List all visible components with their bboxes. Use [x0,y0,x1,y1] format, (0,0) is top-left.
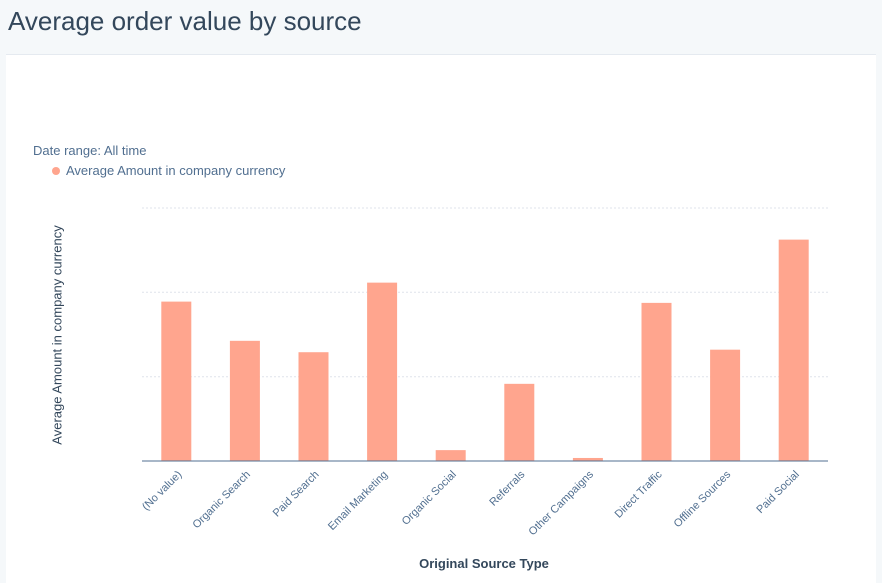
legend-dot-icon [52,166,60,175]
bar-7[interactable] [641,302,672,461]
x-tick-label: Offline Sources [672,468,734,530]
bar-1[interactable] [229,340,260,461]
x-tick-label: Organic Social [400,469,459,528]
chart-legend[interactable]: Average Amount in company currency [52,163,285,178]
date-range-label: Date range: All time [33,143,147,158]
legend-label: Average Amount in company currency [66,163,286,178]
x-tick-label: Email Marketing [326,469,390,533]
bar-8[interactable] [710,349,741,461]
bar-6[interactable] [572,457,603,461]
x-tick-label: Other Campaigns [527,468,597,538]
page-title: Average order value by source [8,6,362,36]
x-tick-label: Direct Traffic [613,468,665,520]
x-tick-label: (No value) [140,469,184,513]
x-tick-label: Paid Social [754,469,801,516]
chart-card [6,54,876,583]
bar-5[interactable] [504,383,535,461]
x-axis-title: Original Source Type [419,556,549,571]
x-tick-label: Paid Search [271,469,322,520]
x-tick-label: Referrals [487,468,527,508]
bar-2[interactable] [298,352,329,461]
bar-3[interactable] [367,282,398,461]
bar-4[interactable] [435,450,466,461]
x-tick-label: Organic Search [190,469,253,532]
bar-0[interactable] [161,301,192,461]
bar-9[interactable] [778,239,809,461]
